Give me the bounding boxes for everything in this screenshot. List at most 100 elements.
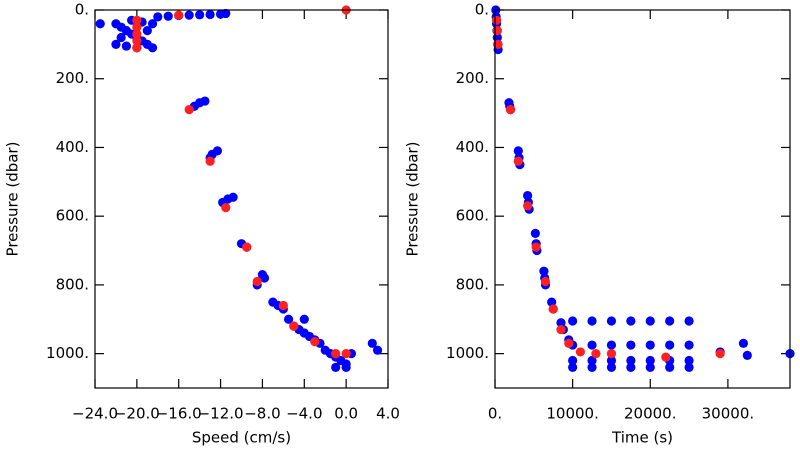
point [684, 316, 694, 326]
plot-frame [494, 9, 791, 389]
point [591, 349, 601, 359]
x-tick-label: 30000. [702, 405, 755, 423]
point [341, 349, 351, 359]
y-tick-label: 800. [56, 275, 89, 293]
point [491, 15, 502, 25]
x-tick-label: −24.0 [72, 405, 118, 423]
point [645, 355, 655, 366]
point [556, 324, 566, 335]
point [645, 362, 655, 372]
point [212, 146, 223, 156]
y-tick-label: 0. [475, 1, 489, 19]
y-tick-label: 1000. [446, 344, 489, 362]
point [587, 362, 597, 372]
point [575, 347, 585, 357]
point [684, 355, 694, 366]
point [665, 340, 675, 350]
point [195, 10, 205, 20]
point [606, 340, 617, 350]
point [174, 10, 184, 20]
point [523, 201, 533, 211]
point [278, 300, 288, 311]
point [513, 146, 523, 156]
point [147, 43, 158, 53]
point [568, 316, 578, 326]
point [645, 340, 655, 350]
point [132, 29, 142, 39]
x-tick-label: −8.0 [244, 405, 280, 423]
point [547, 297, 557, 307]
x-axis-label: Speed (cm/s) [192, 429, 291, 447]
y-tick-label: 400. [456, 138, 489, 156]
y-tick-label: 0. [75, 1, 89, 19]
point [132, 36, 142, 46]
x-tick-label: 0. [488, 405, 502, 423]
point [367, 338, 377, 348]
point [283, 314, 294, 324]
x-tick-label: 0.0 [334, 405, 358, 423]
y-tick-label: 1000. [46, 344, 89, 362]
point [626, 340, 636, 350]
point [530, 228, 540, 238]
point [665, 362, 675, 372]
y-tick-label: 600. [56, 207, 89, 225]
point [132, 22, 142, 32]
x-tick-label: 20000. [624, 405, 677, 423]
x-tick-label: 4.0 [376, 405, 400, 423]
point [121, 41, 131, 51]
point [738, 338, 749, 348]
point [116, 32, 126, 43]
x-tick-label: 10000. [546, 405, 599, 423]
point [568, 355, 578, 366]
point [205, 9, 215, 20]
point [531, 242, 541, 252]
x-tick-label: −20.0 [114, 405, 160, 423]
y-axis-label: Pressure (dbar) [4, 142, 22, 257]
x-tick-label: −12.0 [198, 405, 244, 423]
point [523, 190, 533, 201]
point [606, 316, 617, 326]
point [259, 273, 270, 283]
point [111, 39, 121, 49]
point [606, 355, 617, 366]
point [715, 349, 725, 359]
y-tick-label: 200. [56, 69, 89, 87]
y-tick-label: 400. [56, 138, 89, 156]
point [684, 340, 694, 350]
point [331, 349, 341, 359]
point [540, 276, 551, 287]
point [684, 362, 694, 372]
point [132, 15, 142, 25]
point [587, 340, 597, 350]
point [372, 345, 383, 355]
point [228, 192, 238, 202]
point [341, 362, 351, 372]
point [184, 105, 194, 115]
point [661, 352, 671, 362]
point [163, 11, 173, 21]
point [539, 266, 549, 276]
point [221, 202, 231, 213]
point [205, 156, 215, 166]
point [606, 349, 617, 359]
point [242, 242, 252, 252]
y-tick-label: 200. [456, 69, 489, 87]
point [568, 362, 578, 372]
point [153, 12, 163, 22]
point [289, 321, 299, 331]
point [221, 8, 231, 19]
y-tick-label: 600. [456, 207, 489, 225]
point [492, 26, 502, 36]
point [587, 316, 597, 326]
point [142, 26, 152, 36]
point [310, 337, 320, 347]
point [493, 39, 503, 49]
point [548, 304, 558, 314]
point [626, 362, 636, 372]
point [513, 156, 523, 166]
point [331, 362, 341, 372]
point [606, 362, 617, 372]
point [564, 338, 574, 348]
point [626, 355, 636, 366]
